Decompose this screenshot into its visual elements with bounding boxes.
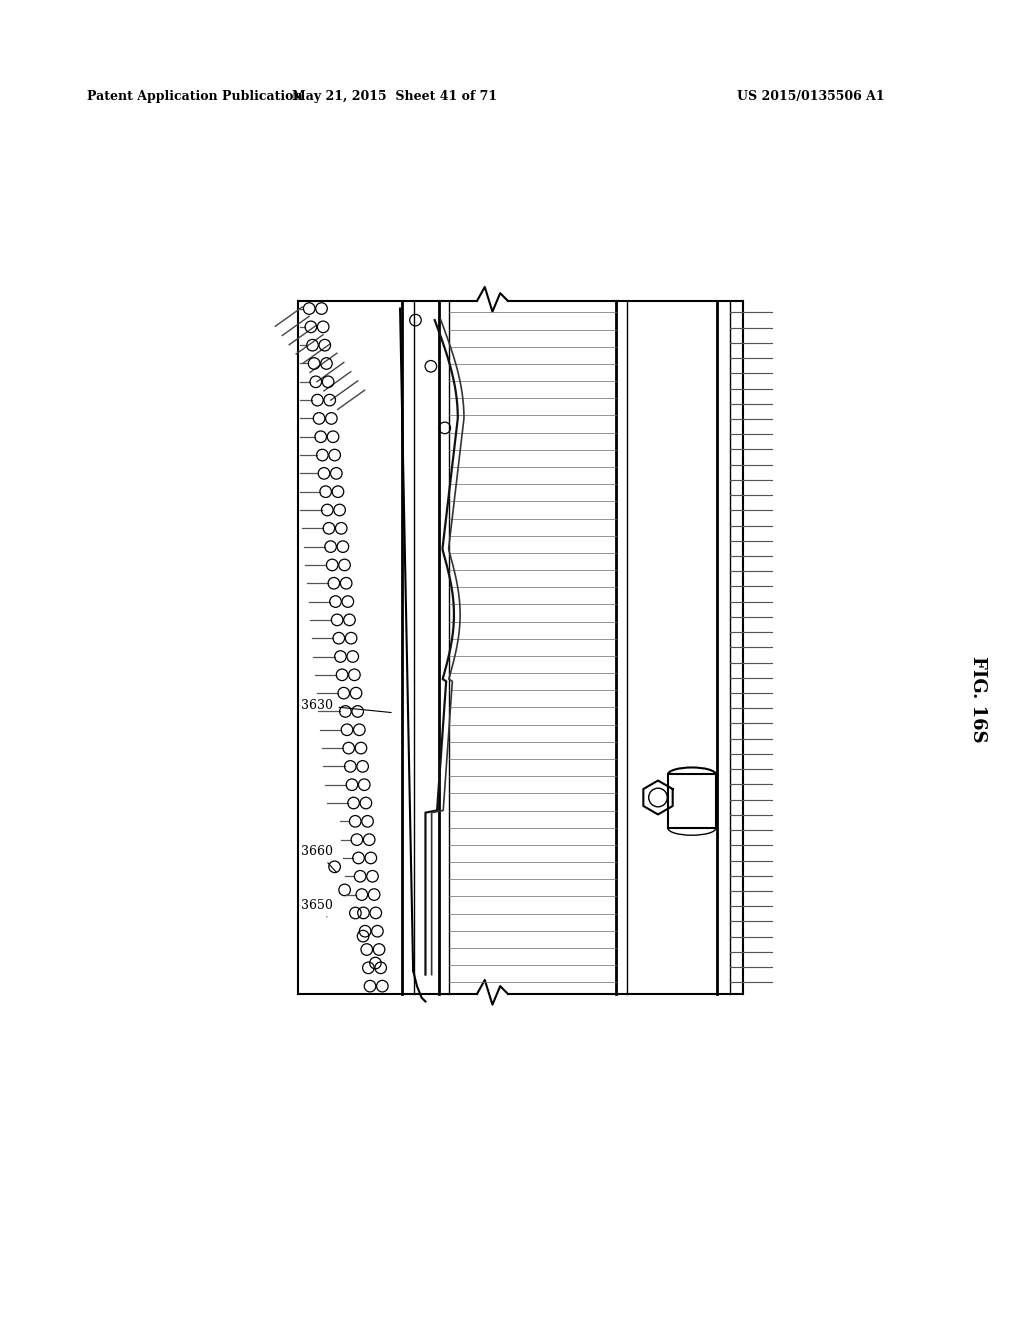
Text: 3660: 3660 bbox=[301, 845, 337, 873]
Text: FIG. 16S: FIG. 16S bbox=[969, 656, 987, 743]
Text: 3650: 3650 bbox=[301, 899, 334, 917]
Bar bbox=[668, 775, 716, 829]
Text: May 21, 2015  Sheet 41 of 71: May 21, 2015 Sheet 41 of 71 bbox=[292, 90, 497, 103]
Text: 3630: 3630 bbox=[301, 698, 391, 713]
Text: US 2015/0135506 A1: US 2015/0135506 A1 bbox=[737, 90, 885, 103]
Text: Patent Application Publication: Patent Application Publication bbox=[87, 90, 302, 103]
